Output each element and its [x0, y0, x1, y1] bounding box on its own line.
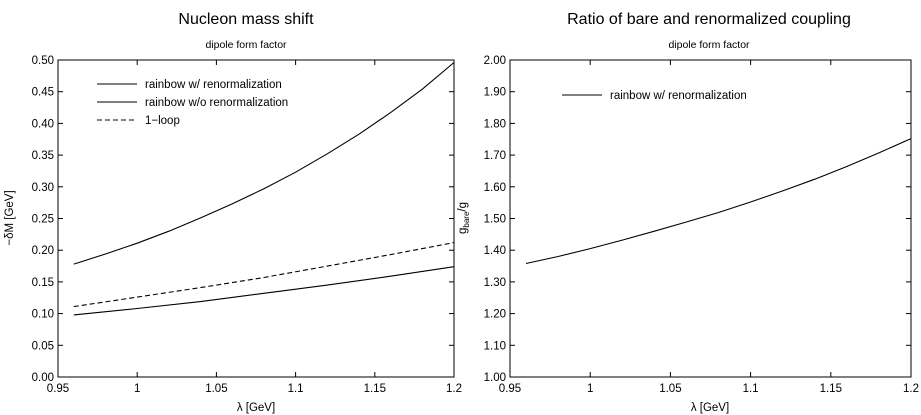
y-tick-label: 1.40: [484, 245, 506, 257]
plot-frame: [509, 59, 912, 378]
chart-title: Ratio of bare and renormalized coupling: [567, 11, 851, 28]
y-tick-label: 0.30: [32, 182, 54, 194]
x-tick-label: 1.1: [743, 383, 759, 395]
y-tick-label: 0.25: [32, 214, 54, 226]
legend: rainbow w/ renormalization: [562, 90, 747, 102]
x-tick-label: 0.95: [499, 383, 521, 395]
x-tick-label: 1.05: [205, 383, 227, 395]
series-group: [525, 138, 912, 265]
y-tick-label: 0.15: [32, 277, 54, 289]
y-tick-label: 1.60: [484, 182, 506, 194]
chart-subtitle: dipole form factor: [205, 39, 287, 51]
y-tick-label: 0.05: [32, 340, 54, 352]
coupling-ratio-panel: Ratio of bare and renormalized coupling …: [457, 11, 919, 414]
x-tick-label: 1: [134, 383, 140, 395]
x-tick-label: 1.2: [903, 383, 919, 395]
axis-ticks: 0.95 1 1.05 1.1 1.15 1.2 1.00 1.10 1.20 1.30 1.40 1…: [484, 55, 919, 395]
x-tick-label: 1.15: [364, 383, 386, 395]
x-tick-label: 1.05: [659, 383, 681, 395]
y-tick-label: 1.70: [484, 150, 506, 162]
y-tick-label: 1.10: [484, 340, 506, 352]
mass-shift-panel: Nucleon mass shift dipole form factor 0.…: [4, 11, 462, 414]
x-tick-label: 0.95: [47, 383, 69, 395]
y-tick-label: 1.80: [484, 118, 506, 130]
legend-label: rainbow w/ renormalization: [610, 90, 747, 102]
legend: rainbow w/ renormalization rainbow w/o re…: [97, 79, 288, 127]
y-tick-label: 0.10: [32, 309, 54, 321]
y-tick-label: 0.35: [32, 150, 54, 162]
series-group: [73, 62, 455, 316]
series-line: [73, 242, 455, 308]
x-tick-label: 1.15: [820, 383, 842, 395]
y-tick-label: 0.45: [32, 87, 54, 99]
y-tick-label: 1.00: [484, 372, 506, 384]
y-tick-label: 1.30: [484, 277, 506, 289]
y-axis-label: gbare/g: [457, 202, 471, 234]
series-line: [73, 62, 455, 265]
axis-ticks: 0.95 1 1.05 1.1 1.15 1.2 0.00 0.05 0.10 0.15 0.20 0…: [32, 55, 462, 395]
legend-label: 1−loop: [145, 115, 180, 127]
series-line: [73, 266, 455, 316]
x-axis-label: λ [GeV]: [691, 402, 729, 414]
y-axis-label: −δM [GeV]: [4, 190, 16, 245]
y-tick-label: 0.50: [32, 55, 54, 67]
legend-label: rainbow w/o renormalization: [145, 97, 288, 109]
y-tick-label: 0.40: [32, 118, 54, 130]
series-line: [525, 138, 912, 265]
chart-title: Nucleon mass shift: [178, 11, 314, 28]
y-tick-label: 0.20: [32, 245, 54, 257]
y-tick-label: 2.00: [484, 55, 506, 67]
x-axis-label: λ [GeV]: [237, 402, 275, 414]
x-tick-label: 1.1: [288, 383, 304, 395]
chart-subtitle: dipole form factor: [668, 39, 750, 51]
y-tick-label: 1.90: [484, 87, 506, 99]
x-tick-label: 1: [587, 383, 593, 395]
y-tick-label: 0.00: [32, 372, 54, 384]
x-tick-label: 1.2: [446, 383, 462, 395]
y-tick-label: 1.20: [484, 309, 506, 321]
y-tick-label: 1.50: [484, 214, 506, 226]
legend-label: rainbow w/ renormalization: [145, 79, 282, 91]
